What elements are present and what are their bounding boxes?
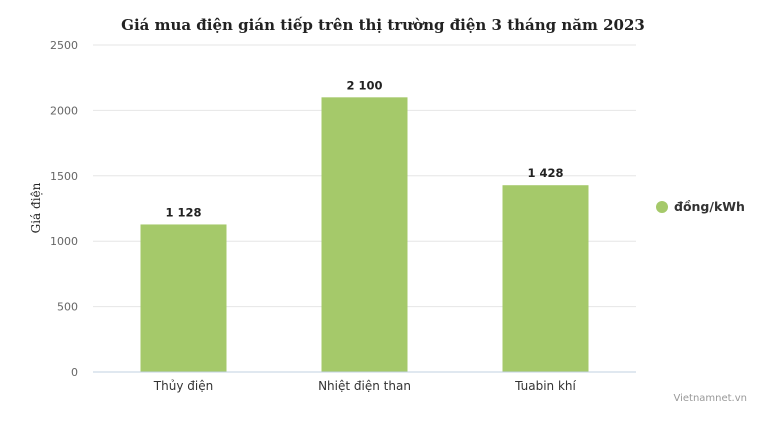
y-tick-label: 2500	[50, 39, 78, 52]
y-tick-label: 1500	[50, 170, 78, 183]
x-tick-label: Tuabin khí	[514, 379, 576, 393]
data-labels: 1 128 2 100 1 428	[165, 78, 563, 219]
bar[interactable]	[321, 97, 408, 372]
y-tick-label: 0	[71, 366, 78, 379]
data-label: 1 128	[165, 205, 201, 219]
y-tick-label: 2000	[50, 104, 78, 117]
bar[interactable]	[140, 224, 227, 372]
bar[interactable]	[502, 185, 589, 372]
legend[interactable]: đồng/kWh	[656, 199, 745, 214]
source-credit: Vietnamnet.vn	[673, 393, 747, 404]
x-axis-ticks: Thủy điện Nhiệt điện than Tuabin khí	[153, 379, 577, 393]
data-label: 2 100	[346, 78, 382, 92]
legend-label: đồng/kWh	[674, 199, 745, 214]
y-axis-label: Giá điện	[29, 182, 43, 233]
y-tick-label: 1000	[50, 235, 78, 248]
chart-title: Giá mua điện gián tiếp trên thị trường đ…	[121, 16, 645, 34]
y-tick-label: 500	[57, 301, 78, 314]
data-label: 1 428	[527, 166, 563, 180]
bars	[140, 97, 589, 372]
y-axis-ticks: 0 500 1000 1500 2000 2500	[50, 39, 78, 379]
x-tick-label: Thủy điện	[153, 379, 213, 393]
x-tick-label: Nhiệt điện than	[318, 379, 411, 393]
legend-marker	[656, 201, 668, 213]
